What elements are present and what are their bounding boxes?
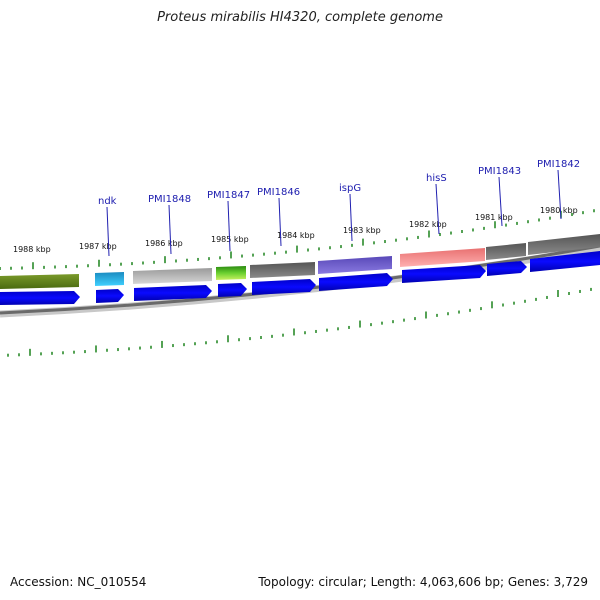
gene-label-pmi1847: PMI1847 bbox=[207, 190, 250, 201]
gene-labels: ndk PMI1848 PMI1847 PMI1846 ispG hisS PM… bbox=[98, 159, 580, 257]
gene-block bbox=[0, 274, 79, 289]
gene-label-ispg: ispG bbox=[339, 183, 361, 194]
ruler-label: 1981 kbp bbox=[475, 213, 513, 222]
map-title: Proteus mirabilis HI4320, complete genom… bbox=[157, 10, 443, 25]
inner-ruler-ticks bbox=[7, 287, 592, 357]
gene-label-pmi1843: PMI1843 bbox=[478, 166, 521, 177]
gene-block-ndk bbox=[95, 272, 124, 286]
gene-block-hiss bbox=[400, 248, 485, 267]
leader-line bbox=[168, 204, 172, 255]
leader-line bbox=[349, 193, 353, 242]
leader-line bbox=[278, 197, 282, 247]
cds-arrow bbox=[319, 273, 393, 291]
gene-block-pmi1848 bbox=[133, 268, 212, 284]
ruler-label: 1983 kbp bbox=[343, 226, 381, 235]
ruler-label: 1988 kbp bbox=[13, 245, 51, 254]
cds-arrow bbox=[134, 285, 212, 301]
cds-strand-track bbox=[0, 251, 600, 305]
leader-line bbox=[106, 206, 110, 257]
gene-block-pmi1843 bbox=[486, 243, 526, 260]
ruler-label: 1986 kbp bbox=[145, 239, 183, 248]
outer-ruler-ticks bbox=[0, 209, 595, 270]
ruler-label: 1980 kbp bbox=[540, 206, 578, 215]
leader-line bbox=[435, 183, 440, 235]
ruler-label: 1982 kbp bbox=[409, 220, 447, 229]
leader-line bbox=[227, 200, 231, 252]
cds-arrow bbox=[530, 251, 600, 272]
cds-arrow bbox=[402, 265, 486, 283]
gene-track bbox=[0, 234, 600, 289]
gene-block-pmi1846 bbox=[250, 262, 315, 278]
gene-block-pmi1847 bbox=[216, 266, 246, 280]
gene-block-pmi1842 bbox=[528, 234, 600, 255]
leader-line bbox=[557, 169, 562, 220]
gene-label-pmi1848: PMI1848 bbox=[148, 194, 191, 205]
gene-label-hiss: hisS bbox=[426, 173, 447, 184]
leader-line bbox=[498, 176, 503, 227]
cds-arrow bbox=[218, 283, 247, 297]
genome-info-label: Topology: circular; Length: 4,063,606 bp… bbox=[258, 575, 588, 589]
gene-label-pmi1842: PMI1842 bbox=[537, 159, 580, 170]
gene-label-pmi1846: PMI1846 bbox=[257, 187, 300, 198]
accession-label: Accession: NC_010554 bbox=[10, 575, 147, 589]
gene-label-ndk: ndk bbox=[98, 196, 117, 207]
cds-arrow bbox=[96, 289, 124, 303]
cds-arrow bbox=[252, 279, 316, 295]
gene-block-ispg bbox=[318, 256, 392, 274]
cds-arrow bbox=[487, 261, 527, 276]
cds-arrow bbox=[0, 291, 80, 305]
ruler-label: 1984 kbp bbox=[277, 231, 315, 240]
ruler-label: 1987 kbp bbox=[79, 242, 117, 251]
